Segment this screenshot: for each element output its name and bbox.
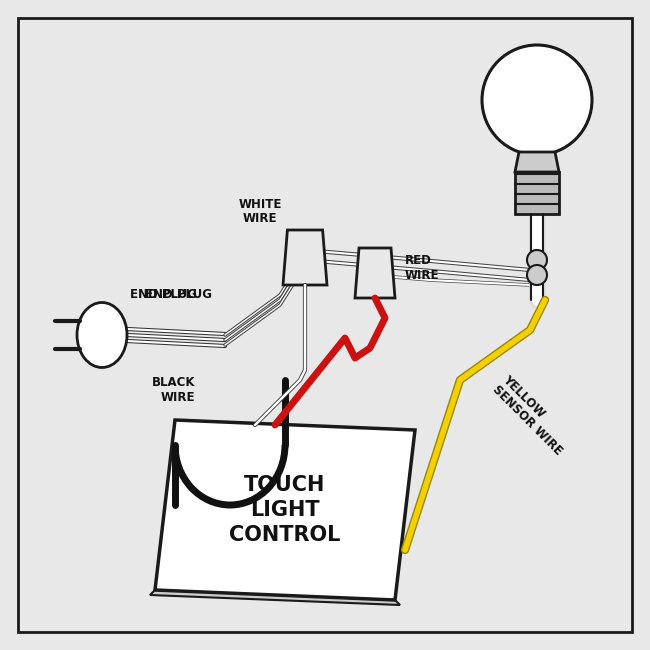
Polygon shape <box>515 152 559 172</box>
Text: END PLUG: END PLUG <box>145 289 212 302</box>
Text: BLACK
WIRE: BLACK WIRE <box>151 376 195 404</box>
Circle shape <box>482 45 592 155</box>
Bar <box>515 172 559 214</box>
Text: END PLUG: END PLUG <box>130 289 197 302</box>
Text: TOUCH
LIGHT
CONTROL: TOUCH LIGHT CONTROL <box>229 475 341 545</box>
Circle shape <box>527 250 547 270</box>
Circle shape <box>527 265 547 285</box>
Polygon shape <box>283 230 327 285</box>
Polygon shape <box>155 420 415 600</box>
Polygon shape <box>355 248 395 298</box>
Polygon shape <box>150 590 400 605</box>
Text: WHITE
WIRE: WHITE WIRE <box>239 198 281 225</box>
Ellipse shape <box>77 302 127 367</box>
Text: RED
WIRE: RED WIRE <box>405 254 439 281</box>
Text: YELLOW
SENSOR WIRE: YELLOW SENSOR WIRE <box>490 372 575 458</box>
